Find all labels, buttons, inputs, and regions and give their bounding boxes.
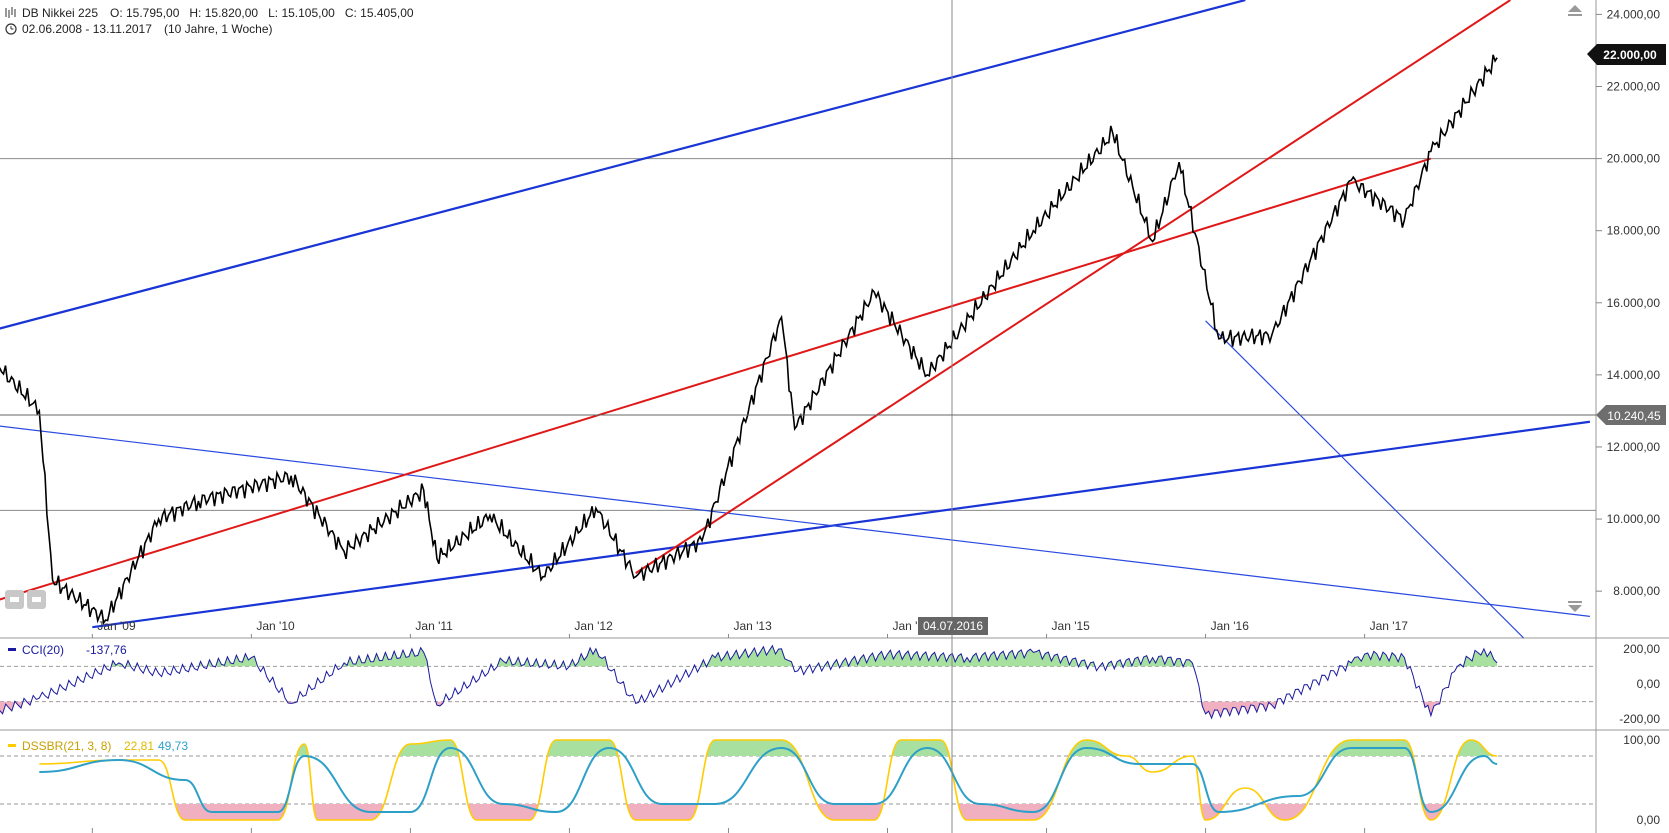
period-label: (10 Jahre, 1 Woche) (164, 22, 273, 36)
header: DB Nikkei 225 O: 15.795,00 H: 15.820,00 … (5, 6, 414, 36)
instrument-name: DB Nikkei 225 (22, 6, 98, 20)
cci-panel (0, 644, 1596, 720)
time-tick-label: Jan '13 (733, 619, 772, 633)
price-series-line (0, 54, 1498, 626)
cci-tick-label: 0,00 (1637, 677, 1661, 691)
dss-series-line-slow (39, 746, 1498, 814)
crosshair-price-box (1596, 405, 1666, 425)
dss-tick-label: 0,00 (1637, 813, 1661, 827)
trendline-blue-falling-from-2008 (0, 425, 1590, 617)
grid-layer (0, 158, 1596, 511)
dss-panel (0, 739, 1596, 821)
cci-legend-name: CCI(20) (22, 643, 64, 657)
ohlc-values: O: 15.795,00 H: 15.820,00 L: 15.105,00 C… (110, 6, 414, 20)
dss-tick-label: 100,00 (1623, 733, 1660, 747)
time-tick-label: Jan '12 (574, 619, 613, 633)
time-tick-label: Jan '10 (256, 619, 295, 633)
last-price-box (1587, 44, 1666, 65)
time-tick-label: Jan '16 (1211, 619, 1250, 633)
trendline-blue-upper-channel (0, 0, 1246, 330)
crosshair-price-label: 10.240,45 (1607, 409, 1661, 423)
price-tick-label: 24.000,00 (1607, 7, 1661, 21)
last-price-label: 22.000,00 (1603, 48, 1657, 62)
axis-layer: 8.000,00 10.000,00 12.000,00 14.000,00 16.00… (91, 7, 1661, 833)
trendline-blue-falling-from-2016 (1205, 320, 1525, 639)
panel-toggle-icon[interactable] (5, 590, 46, 609)
cci-tick-label: 200,00 (1623, 642, 1660, 656)
time-tick-label: Jan '17 (1370, 619, 1409, 633)
cci-legend-value: -137,76 (86, 643, 127, 657)
scroll-down-icon[interactable] (1568, 601, 1582, 612)
cci-tick-label: -200,00 (1619, 712, 1660, 726)
crosshair-date-label: 04.07.2016 (923, 619, 983, 633)
dss-legend-swatch (8, 744, 16, 747)
price-tick-label: 16.000,00 (1607, 296, 1661, 310)
dss-legend-value-fast: 22,81 (124, 739, 154, 753)
time-tick-label: Jan '09 (97, 619, 136, 633)
cci-series-line (0, 644, 1498, 720)
price-tick-label: 22.000,00 (1607, 80, 1661, 94)
cci-legend-swatch (8, 648, 16, 651)
price-tick-label: 20.000,00 (1607, 152, 1661, 166)
dss-oversold-fill (39, 804, 1498, 821)
trendline-red-rising-from-2012 (635, 0, 1511, 574)
trendline-layer (0, 0, 1591, 639)
dss-legend-name: DSSBR(21, 3, 8) (22, 739, 111, 753)
chart-type-icon[interactable] (5, 7, 16, 18)
time-tick-label: Jan '15 (1052, 619, 1091, 633)
clock-icon (5, 23, 17, 35)
scroll-up-icon[interactable] (1568, 5, 1582, 16)
price-tick-label: 18.000,00 (1607, 224, 1661, 238)
price-tick-label: 12.000,00 (1607, 440, 1661, 454)
price-tick-label: 8.000,00 (1613, 584, 1660, 598)
crosshair-date-box (918, 617, 988, 635)
time-tick-label: Jan '11 (415, 619, 453, 633)
trendline-red-rising-from-2008 (0, 157, 1432, 601)
price-tick-label: 14.000,00 (1607, 368, 1661, 382)
date-range: 02.06.2008 - 13.11.2017 (22, 22, 152, 36)
dss-overbought-fill (39, 739, 1498, 756)
dss-legend-value-slow: 49,73 (158, 739, 188, 753)
price-tick-label: 10.000,00 (1607, 512, 1661, 526)
price-layer (0, 54, 1498, 626)
trendline-blue-lower-channel (92, 420, 1591, 629)
